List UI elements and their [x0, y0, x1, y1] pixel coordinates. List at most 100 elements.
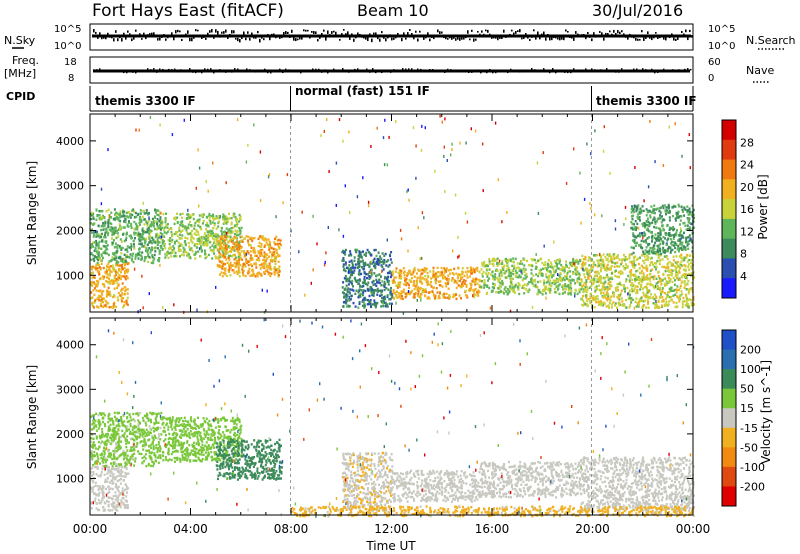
- data-cell: [190, 236, 193, 239]
- data-cell: [632, 246, 635, 250]
- data-cell: [269, 274, 272, 278]
- data-cell: [661, 279, 664, 282]
- data-cell: [265, 238, 268, 241]
- data-cell: [254, 262, 257, 265]
- data-cell: [270, 268, 273, 271]
- data-cell: [612, 291, 614, 294]
- data-cell: [162, 240, 165, 243]
- data-cell: [581, 303, 584, 307]
- data-cell: [249, 257, 252, 260]
- data-cell: [140, 254, 142, 257]
- data-cell: [569, 291, 572, 295]
- data-cell: [675, 301, 678, 305]
- data-cell: [580, 285, 583, 288]
- data-cell: [427, 275, 429, 278]
- data-cell: [237, 266, 240, 269]
- data-cell: [461, 271, 464, 274]
- nave-sample: [354, 68, 356, 71]
- nsky-sample: [247, 31, 249, 34]
- data-cell: [424, 288, 427, 291]
- nsky-sample: [339, 38, 341, 41]
- data-cell: [579, 282, 582, 285]
- data-cell: [98, 240, 101, 244]
- data-cell: [392, 279, 395, 282]
- nave-sample: [570, 71, 572, 74]
- data-cell: [635, 270, 638, 273]
- nave-sample: [195, 71, 197, 74]
- nsky-sample: [341, 33, 343, 36]
- nsky-sample: [523, 36, 525, 39]
- data-cell: [362, 284, 365, 288]
- data-cell: [356, 248, 359, 252]
- nsky-sample: [135, 29, 137, 32]
- data-cell: [632, 214, 635, 217]
- data-cell: [532, 274, 535, 277]
- data-cell: [181, 212, 184, 215]
- data-cell: [147, 231, 149, 234]
- data-cell: [555, 277, 558, 281]
- data-cell: [148, 247, 151, 250]
- data-cell: [370, 274, 373, 277]
- nsky-sample: [647, 31, 649, 35]
- nave-sample: [474, 69, 476, 72]
- data-cell: [677, 244, 680, 248]
- data-cell: [219, 240, 222, 243]
- nave-sample: [174, 68, 176, 71]
- data-cell: [636, 222, 639, 226]
- data-cell: [496, 261, 499, 264]
- data-cell: [142, 232, 145, 235]
- data-cell: [651, 247, 654, 250]
- data-cell: [675, 276, 678, 280]
- data-cell: [671, 214, 674, 218]
- data-cell: [244, 265, 247, 268]
- data-cell: [225, 227, 228, 230]
- data-cell: [498, 272, 501, 275]
- nsky-sample: [691, 35, 693, 38]
- data-cell: [247, 239, 249, 242]
- data-cell: [115, 270, 117, 274]
- data-cell: [98, 294, 101, 298]
- data-cell: [173, 242, 176, 245]
- data-cell: [685, 275, 688, 279]
- nave-sample: [498, 70, 500, 73]
- data-cell: [365, 272, 367, 276]
- data-cell: [645, 208, 648, 211]
- data-cell: [118, 223, 121, 226]
- data-cell: [207, 235, 210, 238]
- data-cell: [511, 289, 514, 292]
- data-cell: [502, 266, 505, 269]
- data-cell: [687, 263, 690, 266]
- data-cell: [120, 265, 123, 269]
- data-cell: [686, 304, 689, 307]
- data-cell: [266, 257, 269, 260]
- data-cell: [398, 295, 401, 299]
- data-cell: [200, 245, 202, 248]
- data-cell: [150, 229, 153, 233]
- data-cell: [488, 262, 491, 265]
- data-cell: [151, 256, 154, 259]
- nsky-sample: [561, 37, 563, 40]
- data-cell: [513, 267, 515, 270]
- data-cell: [602, 283, 605, 286]
- data-cell: [686, 242, 689, 245]
- data-cell: [596, 270, 599, 273]
- nave-sample: [495, 71, 497, 74]
- data-cell: [253, 236, 256, 240]
- data-cell: [146, 222, 149, 225]
- data-cell: [123, 210, 126, 213]
- data-cell: [582, 288, 585, 291]
- data-cell: [119, 277, 122, 281]
- data-cell: [126, 225, 129, 228]
- data-cell: [424, 294, 427, 297]
- data-cell: [164, 217, 167, 220]
- data-cell: [90, 268, 93, 271]
- data-cell: [343, 288, 346, 291]
- data-cell: [609, 266, 612, 269]
- data-cell: [665, 304, 668, 307]
- data-cell: [549, 289, 552, 292]
- data-cell: [395, 267, 398, 270]
- data-cell: [364, 261, 367, 265]
- data-cell: [139, 242, 142, 246]
- data-cell: [382, 268, 385, 271]
- nave-sample: [216, 69, 218, 72]
